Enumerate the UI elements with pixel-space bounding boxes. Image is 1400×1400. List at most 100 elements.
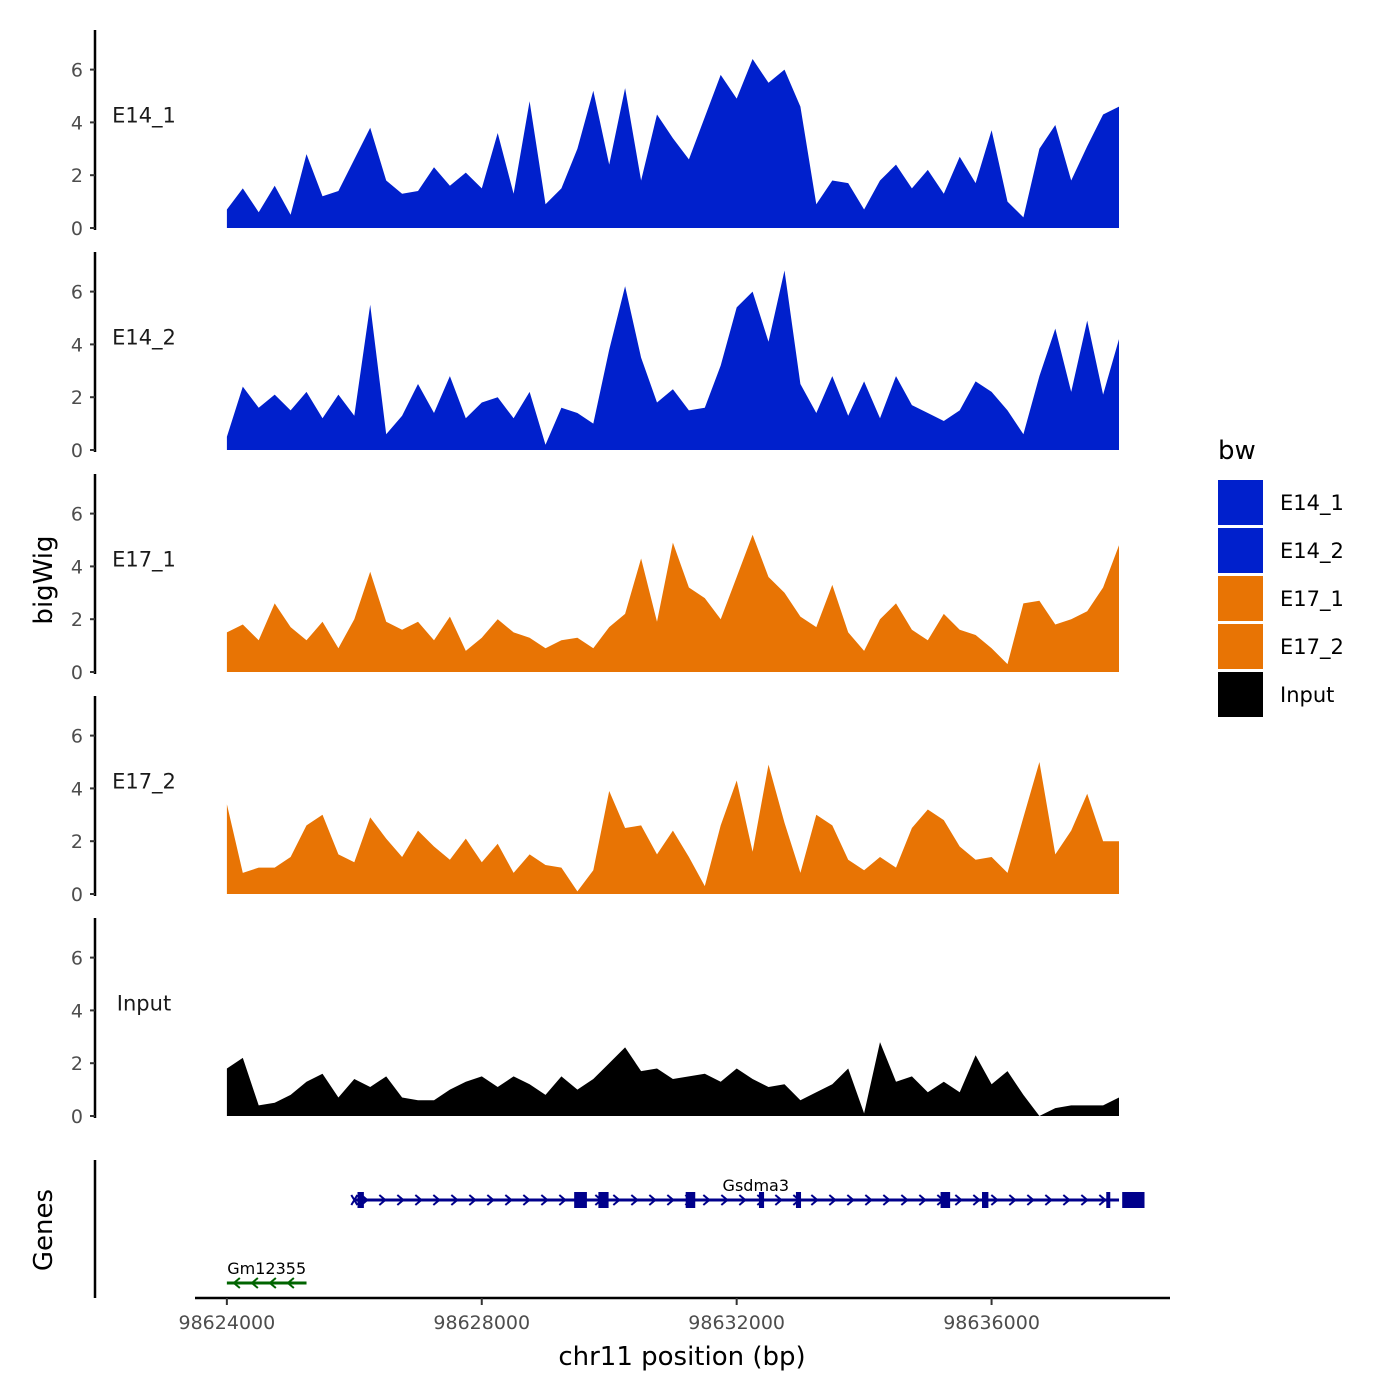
track-area-E17_1 xyxy=(226,534,1119,672)
x-tick-label: 98624000 xyxy=(179,1312,276,1334)
strand-arrow xyxy=(468,1194,477,1206)
strand-arrow xyxy=(1062,1194,1071,1206)
legend: bw E14_1 E14_2 E17_1 E17_2 Input xyxy=(1218,436,1344,717)
legend-label: E14_1 xyxy=(1280,491,1344,516)
legend-swatch xyxy=(1218,528,1263,573)
strand-arrow xyxy=(1008,1194,1017,1206)
track-E14_1: 0 2 4 6 E14_1 xyxy=(71,30,1119,240)
genes-axis-title: Genes xyxy=(29,1189,59,1271)
strand-arrow xyxy=(828,1194,837,1206)
x-tick-label: 98628000 xyxy=(433,1312,530,1334)
y-tick-label: 4 xyxy=(71,1000,83,1022)
strand-arrow xyxy=(1026,1194,1035,1206)
strand-arrow xyxy=(810,1194,819,1206)
exon xyxy=(357,1192,364,1208)
y-tick-label: 2 xyxy=(71,609,83,631)
x-tick-label: 98632000 xyxy=(688,1312,785,1334)
track-E17_1: 0 2 4 6 E17_1 xyxy=(71,474,1119,684)
legend-item-E14_1: E14_1 xyxy=(1218,480,1344,525)
strand-arrow xyxy=(286,1277,295,1289)
strand-arrow xyxy=(558,1194,567,1206)
exon xyxy=(982,1192,989,1208)
y-tick-label: 0 xyxy=(71,662,83,684)
y-tick-label: 4 xyxy=(71,778,83,800)
x-axis-title: chr11 position (bp) xyxy=(558,1342,805,1372)
legend-swatch xyxy=(1218,672,1263,717)
y-tick-label: 6 xyxy=(71,282,83,304)
strand-arrow xyxy=(972,1194,981,1206)
x-axis: 98624000 98628000 98632000 98636000 xyxy=(179,1296,1170,1334)
y-tick-label: 2 xyxy=(71,1053,83,1075)
track-label: E17_1 xyxy=(112,547,176,572)
track-area-Input xyxy=(226,1042,1119,1116)
exon xyxy=(795,1192,802,1208)
exon xyxy=(685,1192,696,1208)
strand-arrow xyxy=(900,1194,909,1206)
legend-swatch xyxy=(1218,480,1263,525)
y-tick-label: 2 xyxy=(71,387,83,409)
exon xyxy=(758,1192,765,1208)
y-tick-label: 2 xyxy=(71,831,83,853)
legend-swatch xyxy=(1218,624,1263,669)
strand-arrow xyxy=(486,1194,495,1206)
track-label: E14_2 xyxy=(112,325,176,350)
strand-arrow xyxy=(232,1277,241,1289)
strand-arrow xyxy=(250,1277,259,1289)
y-tick-label: 6 xyxy=(71,60,83,82)
y-tick-label: 4 xyxy=(71,334,83,356)
strand-arrow xyxy=(954,1194,963,1206)
legend-label: E14_2 xyxy=(1280,539,1344,564)
exon xyxy=(574,1192,587,1208)
strand-arrow xyxy=(738,1194,747,1206)
gene-Gm12355: Gm12355 xyxy=(226,1259,307,1289)
gene-label: Gsdma3 xyxy=(723,1176,789,1195)
strand-arrow xyxy=(504,1194,513,1206)
y-axis-title: bigWig xyxy=(29,535,59,624)
legend-title: bw xyxy=(1218,436,1256,466)
legend-label: Input xyxy=(1280,683,1334,707)
strand-arrow xyxy=(990,1194,999,1206)
strand-arrow xyxy=(630,1194,639,1206)
track-Input: 0 2 4 6 Input xyxy=(71,918,1119,1128)
strand-arrow xyxy=(846,1194,855,1206)
strand-arrow xyxy=(1044,1194,1053,1206)
strand-arrow xyxy=(432,1194,441,1206)
y-tick-label: 6 xyxy=(71,948,83,970)
y-tick-label: 4 xyxy=(71,556,83,578)
legend-item-Input: Input xyxy=(1218,672,1334,717)
strand-arrow xyxy=(666,1194,675,1206)
track-label: E14_1 xyxy=(112,103,176,128)
y-tick-label: 6 xyxy=(71,504,83,526)
strand-arrow xyxy=(378,1194,387,1206)
genes-layer: Gm12355 Gsdma3 xyxy=(93,1160,1145,1298)
exon xyxy=(940,1192,951,1208)
strand-arrow xyxy=(702,1194,711,1206)
gene-start-mark xyxy=(350,1194,359,1206)
strand-arrow xyxy=(1098,1194,1107,1206)
strand-arrow xyxy=(918,1194,927,1206)
strand-arrow xyxy=(864,1194,873,1206)
strand-arrow xyxy=(450,1194,459,1206)
track-E17_2: 0 2 4 6 E17_2 xyxy=(71,696,1119,906)
legend-swatch xyxy=(1218,576,1263,621)
legend-label: E17_2 xyxy=(1280,635,1344,660)
strand-arrow xyxy=(396,1194,405,1206)
track-label: E17_2 xyxy=(112,769,176,794)
strand-arrow xyxy=(414,1194,423,1206)
exon xyxy=(598,1192,609,1208)
track-area-E14_1 xyxy=(226,59,1119,228)
gene-label: Gm12355 xyxy=(227,1259,306,1278)
y-tick-label: 0 xyxy=(71,884,83,906)
y-tick-label: 0 xyxy=(71,1106,83,1128)
y-tick-label: 6 xyxy=(71,726,83,748)
y-tick-label: 0 xyxy=(71,440,83,462)
track-area-E14_2 xyxy=(226,270,1119,450)
strand-arrow xyxy=(774,1194,783,1206)
legend-item-E17_1: E17_1 xyxy=(1218,576,1344,621)
strand-arrow xyxy=(540,1194,549,1206)
y-tick-label: 2 xyxy=(71,165,83,187)
exon xyxy=(1106,1192,1111,1208)
gene-Gsdma3: Gsdma3 xyxy=(350,1176,1145,1208)
strand-arrow xyxy=(612,1194,621,1206)
